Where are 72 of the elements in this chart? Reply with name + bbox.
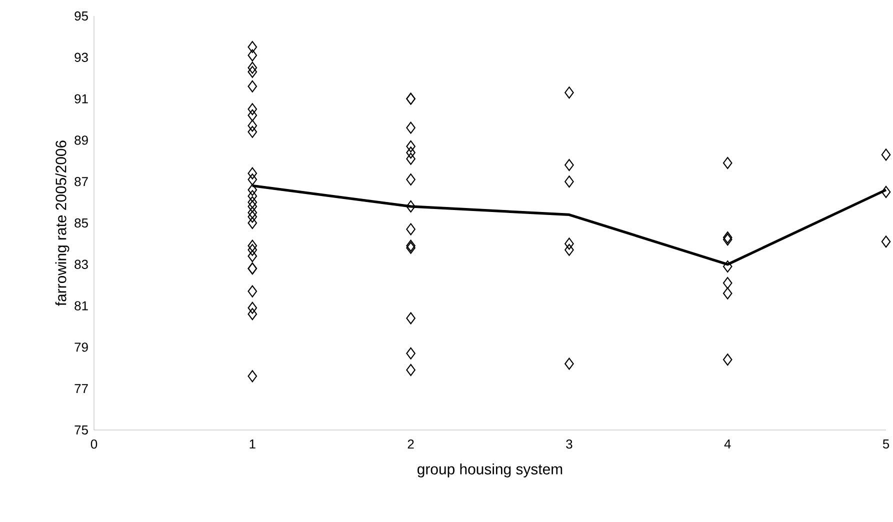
- point: [881, 148, 891, 161]
- y-tick-label: 77: [74, 384, 88, 394]
- point: [406, 122, 416, 134]
- y-tick-label: 87: [74, 177, 88, 186]
- point: [406, 173, 416, 186]
- y-tick-label: 93: [74, 52, 88, 62]
- point: [248, 173, 258, 186]
- point: [248, 308, 258, 320]
- point: [564, 159, 574, 172]
- x-tick-label: 5: [882, 440, 890, 449]
- point: [722, 287, 732, 300]
- point: [248, 49, 258, 62]
- point: [406, 223, 416, 236]
- x-tick-label: 2: [408, 439, 414, 449]
- x-axis-title: group housing system: [418, 463, 562, 478]
- point: [248, 167, 258, 180]
- point: [248, 250, 258, 262]
- point: [406, 242, 416, 254]
- point: [564, 86, 574, 99]
- point: [406, 364, 416, 376]
- x-tick-label: 3: [566, 439, 572, 449]
- point: [406, 312, 416, 324]
- point: [722, 354, 732, 366]
- point: [248, 216, 258, 230]
- point: [248, 66, 258, 78]
- point: [248, 285, 258, 298]
- point: [406, 152, 416, 165]
- point: [722, 231, 732, 244]
- point: [248, 80, 258, 92]
- point: [248, 196, 258, 208]
- point: [248, 109, 258, 122]
- point: [564, 238, 574, 250]
- point: [722, 276, 732, 290]
- point: [248, 126, 258, 138]
- point: [881, 186, 891, 198]
- point: [722, 156, 732, 169]
- point: [406, 347, 416, 360]
- point: [406, 140, 416, 152]
- point: [248, 41, 258, 54]
- y-tick-label: 81: [74, 301, 88, 310]
- y-tick-label: 91: [74, 94, 88, 104]
- point: [248, 240, 258, 252]
- point: [248, 120, 258, 132]
- point: [248, 62, 258, 74]
- point: [248, 244, 258, 256]
- x-tick-label: 4: [724, 440, 731, 448]
- point: [406, 146, 416, 159]
- point: [406, 200, 416, 212]
- point: [881, 236, 891, 248]
- point: [722, 260, 732, 272]
- y-tick-label: 83: [74, 260, 88, 269]
- x-tick-label: 0: [90, 439, 98, 449]
- x-tick-label: 1: [250, 440, 256, 448]
- point: [406, 240, 416, 252]
- point: [564, 176, 574, 188]
- point: [564, 244, 574, 256]
- point: [248, 302, 258, 314]
- point: [248, 184, 258, 196]
- y-axis-title: farrowing rate 2005/2006: [55, 140, 70, 306]
- point: [248, 210, 258, 223]
- point: [722, 234, 732, 246]
- point: [248, 103, 258, 116]
- point: [248, 200, 258, 212]
- y-tick-label: 75: [74, 425, 88, 435]
- y-tick-label: 95: [74, 11, 88, 21]
- point: [248, 190, 258, 202]
- y-tick-label: 89: [74, 136, 88, 145]
- point: [248, 370, 258, 382]
- point: [564, 358, 574, 370]
- y-tick-label: 79: [74, 342, 88, 352]
- y-tick-label: 85: [74, 218, 88, 228]
- point: [248, 206, 258, 219]
